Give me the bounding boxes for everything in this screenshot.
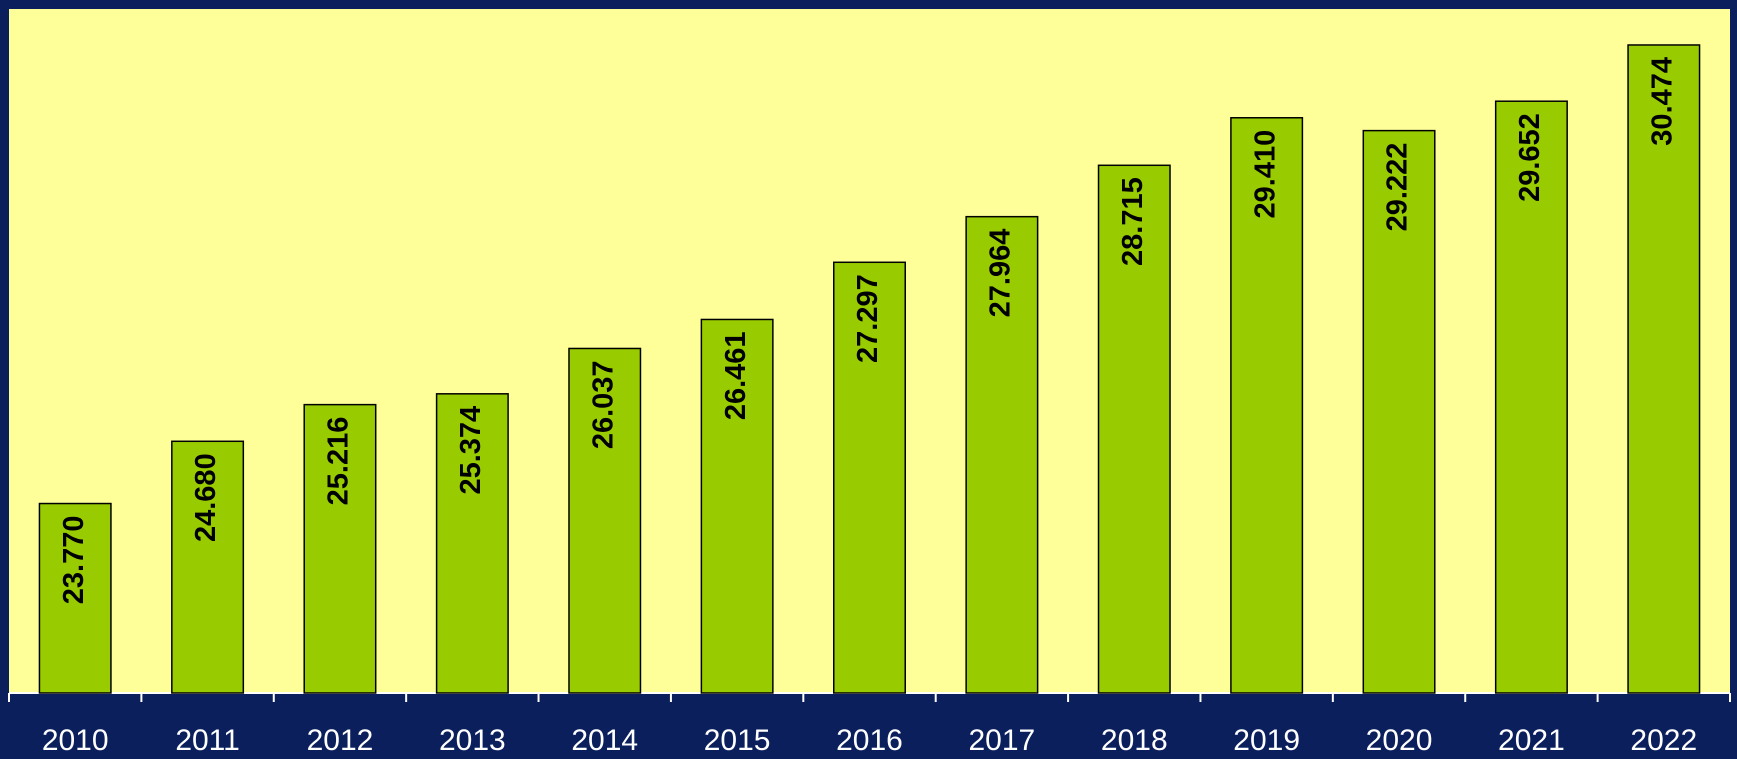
value-label: 30.474 [1646, 57, 1678, 146]
bar [1362, 129, 1436, 694]
x-tick-label: 2019 [1233, 724, 1300, 757]
bar [1627, 44, 1701, 694]
bar [1494, 100, 1568, 694]
value-label: 23.770 [58, 516, 90, 605]
value-label: 26.037 [587, 360, 619, 449]
bar [700, 318, 774, 694]
x-tick-label: 2017 [969, 724, 1036, 757]
bar [833, 261, 906, 694]
x-tick-label: 2010 [42, 724, 109, 757]
value-label: 25.374 [455, 406, 487, 495]
x-tick-label: 2015 [704, 724, 771, 757]
bar [303, 403, 377, 694]
x-tick-label: 2022 [1630, 724, 1697, 757]
value-label: 29.652 [1514, 113, 1546, 202]
x-tick-label: 2013 [439, 724, 506, 757]
x-tick-label: 2018 [1101, 724, 1168, 757]
value-label: 24.680 [190, 453, 222, 542]
value-label: 25.216 [323, 417, 355, 506]
x-tick-label: 2012 [307, 724, 374, 757]
value-label: 27.964 [985, 229, 1017, 318]
x-tick-label: 2011 [175, 724, 240, 757]
value-label: 28.715 [1117, 177, 1149, 266]
bar [568, 347, 642, 694]
value-label: 26.461 [720, 331, 752, 420]
bar [435, 393, 509, 694]
bar [1230, 117, 1304, 694]
value-label: 29.410 [1249, 130, 1281, 219]
bar [965, 215, 1039, 694]
value-label: 27.297 [852, 274, 884, 363]
x-tick-label: 2021 [1498, 724, 1565, 757]
x-tick-label: 2016 [836, 724, 903, 757]
x-tick-label: 2020 [1366, 724, 1433, 757]
x-tick-label: 2014 [571, 724, 638, 757]
bar [1097, 164, 1171, 694]
bar [38, 502, 112, 694]
value-label: 29.222 [1382, 143, 1414, 232]
bar [171, 440, 245, 694]
